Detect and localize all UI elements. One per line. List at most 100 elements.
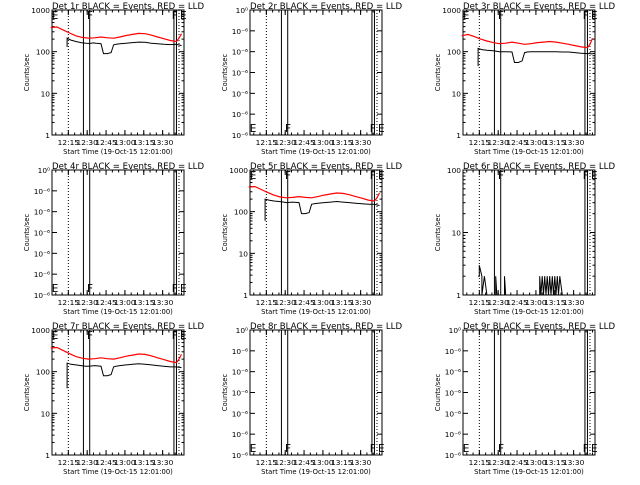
marker-e: E — [463, 10, 470, 22]
x-tick-label: 13:15 — [331, 138, 353, 147]
marker-f: F — [285, 123, 291, 135]
marker-e: E — [378, 170, 385, 182]
y-axis-label: Counts/sec — [23, 374, 31, 412]
x-tick-label: 12:30 — [488, 458, 510, 467]
plot-frame — [249, 9, 383, 136]
x-tick-label: 12:15 — [469, 298, 491, 307]
marker-f: F — [370, 123, 376, 135]
y-tick-label: 10 — [41, 409, 51, 418]
y-tick-label: 10⁻⁶ — [445, 368, 461, 377]
x-tick-label: 12:15 — [58, 298, 80, 307]
marker-f: F — [87, 283, 93, 295]
series-line-lld — [248, 185, 381, 202]
chart-title: Det 4r BLACK = Events, RED = LLD — [52, 162, 204, 172]
marker-e: E — [378, 443, 385, 455]
y-tick-label: 10⁻⁶ — [232, 347, 248, 356]
x-tick-label: 12:30 — [488, 138, 510, 147]
y-tick-label: 1000 — [229, 166, 248, 175]
y-axis-label: Counts/sec — [23, 54, 31, 92]
x-tick-label: 12:15 — [469, 458, 491, 467]
chart-panel-6: Det 6r BLACK = Events, RED = LLD 1 10 100 12… — [434, 162, 615, 316]
x-axis-label: Start Time (19-Oct-15 12:01:00) — [261, 308, 371, 316]
marker-e: E — [250, 170, 257, 182]
y-tick-label: 10 — [41, 89, 51, 98]
marker-e: E — [52, 10, 59, 22]
chart-panel-2: Det 2r BLACK = Events, RED = LLD 10⁻⁶ 10⁻⁶… — [221, 2, 402, 156]
x-tick-label: 13:00 — [114, 138, 136, 147]
x-tick-label: 12:45 — [293, 298, 315, 307]
series-line-lld — [50, 26, 183, 43]
x-tick-label: 12:30 — [77, 298, 99, 307]
plot-frame — [462, 9, 596, 136]
y-axis-label: Counts/sec — [221, 214, 229, 252]
marker-e: E — [52, 283, 59, 295]
y-tick-label: 10 — [452, 229, 462, 238]
y-tick-label: 10⁰ — [38, 166, 50, 175]
x-tick-label: 12:45 — [95, 458, 117, 467]
y-tick-label: 10⁻⁶ — [34, 291, 50, 300]
x-axis-label: Start Time (19-Oct-15 12:01:00) — [261, 468, 371, 476]
y-tick-label: 10⁻⁶ — [232, 48, 248, 57]
x-tick-label: 13:00 — [114, 458, 136, 467]
x-tick-label: 12:45 — [506, 298, 528, 307]
y-tick-label: 10⁻⁶ — [232, 451, 248, 460]
x-tick-label: 13:00 — [525, 138, 547, 147]
plot-frame — [51, 9, 185, 136]
marker-e: E — [180, 283, 187, 295]
y-tick-label: 1 — [243, 291, 248, 300]
x-tick-label: 13:30 — [563, 458, 585, 467]
x-tick-label: 12:30 — [488, 298, 510, 307]
x-tick-label: 12:45 — [95, 138, 117, 147]
chart-panel-9: Det 9r BLACK = Events, RED = LLD 10⁻⁶ 10⁻⁶… — [434, 322, 615, 476]
marker-e: E — [463, 443, 470, 455]
plot-frame — [51, 169, 185, 296]
y-axis-label: Counts/sec — [434, 374, 442, 412]
x-tick-label: 12:45 — [506, 458, 528, 467]
x-tick-label: 13:15 — [331, 298, 353, 307]
series-line-events — [264, 198, 380, 221]
y-tick-label: 100 — [234, 208, 248, 217]
marker-f: F — [583, 170, 589, 182]
y-axis-label: Counts/sec — [23, 214, 31, 252]
x-tick-label: 13:15 — [133, 458, 155, 467]
y-tick-label: 1 — [45, 451, 50, 460]
marker-f: F — [370, 170, 376, 182]
chart-title: Det 3r BLACK = Events, RED = LLD — [463, 2, 615, 12]
y-tick-label: 1000 — [31, 326, 50, 335]
x-tick-label: 13:30 — [152, 458, 174, 467]
x-tick-label: 13:00 — [525, 298, 547, 307]
y-tick-label: 10⁻⁶ — [232, 69, 248, 78]
y-tick-label: 10⁻⁶ — [232, 131, 248, 140]
plot-frame — [249, 329, 383, 456]
y-tick-label: 10⁻⁶ — [232, 368, 248, 377]
series-line-events — [66, 37, 182, 55]
x-axis-label: Start Time (19-Oct-15 12:01:00) — [474, 308, 584, 316]
y-tick-label: 10⁻⁶ — [445, 347, 461, 356]
x-tick-label: 12:30 — [275, 138, 297, 147]
x-tick-label: 13:30 — [350, 138, 372, 147]
y-tick-label: 10⁻⁶ — [445, 409, 461, 418]
chart-panel-5: Det 5r BLACK = Events, RED = LLD 1 10 100 10… — [221, 162, 402, 316]
x-tick-label: 12:30 — [275, 298, 297, 307]
chart-title: Det 1r BLACK = Events, RED = LLD — [52, 2, 204, 12]
y-axis-label: Counts/sec — [221, 54, 229, 92]
chart-panel-3: Det 3r BLACK = Events, RED = LLD 1 10 100 10… — [434, 2, 615, 156]
x-axis-label: Start Time (19-Oct-15 12:01:00) — [63, 148, 173, 156]
plot-frame — [51, 329, 185, 456]
x-tick-label: 13:15 — [544, 138, 566, 147]
x-tick-label: 13:15 — [331, 458, 353, 467]
marker-e: E — [591, 170, 598, 182]
y-tick-label: 1 — [456, 131, 461, 140]
y-tick-label: 100 — [447, 166, 461, 175]
y-tick-label: 10⁻⁶ — [445, 430, 461, 439]
x-tick-label: 12:45 — [506, 138, 528, 147]
chart-title: Det 2r BLACK = Events, RED = LLD — [250, 2, 402, 12]
x-tick-label: 12:15 — [256, 458, 278, 467]
x-axis-label: Start Time (19-Oct-15 12:01:00) — [474, 468, 584, 476]
x-tick-label: 13:00 — [525, 458, 547, 467]
x-tick-label: 13:30 — [152, 298, 174, 307]
y-tick-label: 10⁻⁶ — [232, 110, 248, 119]
x-tick-label: 13:15 — [133, 138, 155, 147]
plot-frame — [249, 169, 383, 296]
x-tick-label: 13:00 — [114, 298, 136, 307]
